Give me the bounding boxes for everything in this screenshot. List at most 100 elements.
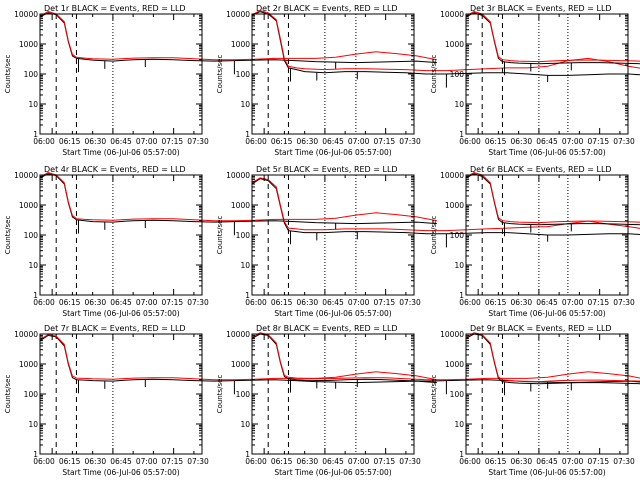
detector-panel-1: Det 1r BLACK = Events, RED = LLD11010010… bbox=[4, 4, 437, 157]
x-tick-label: 07:15 bbox=[162, 457, 184, 466]
x-tick-label: 07:30 bbox=[399, 457, 421, 466]
x-tick-label: 06:45 bbox=[110, 298, 132, 307]
y-axis-label: Counts/sec bbox=[430, 55, 438, 94]
x-tick-label: 06:45 bbox=[536, 457, 558, 466]
plot-frame bbox=[465, 333, 629, 455]
events-series-line bbox=[39, 12, 437, 64]
y-tick-label: 10000 bbox=[14, 10, 38, 19]
y-tick-label: 10 bbox=[240, 420, 250, 429]
x-axis-label: Start Time (06-Jul-06 05:57:00) bbox=[274, 309, 391, 318]
y-tick-label: 10000 bbox=[226, 330, 250, 339]
y-tick-label: 1000 bbox=[19, 360, 38, 369]
x-tick-label: 06:30 bbox=[85, 457, 107, 466]
lld-series-line bbox=[39, 334, 437, 381]
x-tick-label: 07:30 bbox=[187, 137, 209, 146]
x-axis-label: Start Time (06-Jul-06 05:57:00) bbox=[62, 468, 179, 477]
x-tick-label: 06:15 bbox=[271, 137, 293, 146]
x-tick-label: 07:15 bbox=[588, 298, 610, 307]
x-tick-label: 07:15 bbox=[588, 457, 610, 466]
x-tick-label: 06:45 bbox=[322, 457, 344, 466]
y-tick-label: 1000 bbox=[231, 360, 250, 369]
y-tick-label: 10 bbox=[454, 261, 464, 270]
y-tick-label: 1 bbox=[33, 450, 38, 459]
lld-series-line bbox=[465, 172, 640, 224]
panel-title: Det 3r BLACK = Events, RED = LLD bbox=[470, 4, 612, 13]
x-tick-label: 07:30 bbox=[613, 457, 635, 466]
x-tick-label: 07:00 bbox=[348, 298, 370, 307]
y-tick-label: 1000 bbox=[19, 40, 38, 49]
events-series-line bbox=[465, 12, 640, 65]
x-tick-label: 06:15 bbox=[271, 457, 293, 466]
y-tick-label: 1000 bbox=[231, 201, 250, 210]
y-tick-label: 100 bbox=[450, 390, 465, 399]
y-tick-label: 1 bbox=[459, 450, 464, 459]
x-tick-label: 06:00 bbox=[33, 457, 55, 466]
x-tick-label: 06:30 bbox=[297, 298, 319, 307]
x-tick-label: 07:15 bbox=[162, 298, 184, 307]
y-tick-label: 100 bbox=[450, 70, 465, 79]
x-tick-label: 06:30 bbox=[511, 457, 533, 466]
x-tick-label: 07:00 bbox=[562, 298, 584, 307]
y-axis-label: Counts/sec bbox=[216, 55, 224, 94]
lld-series-line bbox=[465, 332, 640, 383]
x-tick-label: 07:30 bbox=[613, 298, 635, 307]
y-tick-label: 10 bbox=[28, 100, 38, 109]
x-tick-label: 06:00 bbox=[245, 298, 267, 307]
detector-panel-2: Det 2r BLACK = Events, RED = LLD 1 10 100 10… bbox=[216, 4, 640, 157]
x-tick-label: 06:15 bbox=[485, 457, 507, 466]
x-tick-label: 07:30 bbox=[399, 137, 421, 146]
x-tick-label: 06:45 bbox=[110, 137, 132, 146]
x-tick-label: 07:15 bbox=[374, 298, 396, 307]
panel-title: Det 4r BLACK = Events, RED = LLD bbox=[44, 165, 186, 174]
x-axis-label: Start Time (06-Jul-06 05:57:00) bbox=[62, 148, 179, 157]
events-series-line bbox=[39, 173, 437, 225]
x-tick-label: 06:45 bbox=[536, 298, 558, 307]
x-tick-label: 06:30 bbox=[85, 298, 107, 307]
x-tick-label: 06:15 bbox=[485, 298, 507, 307]
y-tick-label: 10 bbox=[28, 420, 38, 429]
x-axis-label: Start Time (06-Jul-06 05:57:00) bbox=[488, 148, 605, 157]
y-axis-label: Counts/sec bbox=[4, 216, 12, 255]
y-tick-label: 10000 bbox=[14, 330, 38, 339]
panel-title: Det 7r BLACK = Events, RED = LLD bbox=[44, 324, 186, 333]
plot-frame bbox=[251, 174, 415, 296]
x-tick-label: 06:00 bbox=[459, 137, 481, 146]
detector-panel-3: Det 3r BLACK = Events, RED = LLD 1 10 100 10… bbox=[430, 4, 640, 157]
x-axis-label: Start Time (06-Jul-06 05:57:00) bbox=[274, 148, 391, 157]
y-tick-label: 100 bbox=[236, 70, 251, 79]
x-tick-label: 06:45 bbox=[536, 137, 558, 146]
plot-frame bbox=[39, 13, 203, 135]
x-tick-label: 06:00 bbox=[459, 298, 481, 307]
x-tick-label: 06:00 bbox=[459, 457, 481, 466]
lld-series-line bbox=[251, 332, 640, 381]
plot-frame bbox=[251, 333, 415, 455]
x-tick-label: 07:00 bbox=[562, 457, 584, 466]
x-tick-label: 07:15 bbox=[162, 137, 184, 146]
y-tick-label: 10 bbox=[28, 261, 38, 270]
x-axis-label: Start Time (06-Jul-06 05:57:00) bbox=[274, 468, 391, 477]
y-tick-label: 1 bbox=[459, 130, 464, 139]
y-tick-label: 1000 bbox=[445, 360, 464, 369]
x-tick-label: 06:00 bbox=[245, 457, 267, 466]
x-axis-label: Start Time (06-Jul-06 05:57:00) bbox=[62, 309, 179, 318]
y-tick-label: 10 bbox=[454, 100, 464, 109]
panel-title: Det 6r BLACK = Events, RED = LLD bbox=[470, 165, 612, 174]
x-tick-label: 06:30 bbox=[511, 298, 533, 307]
x-tick-label: 06:15 bbox=[59, 137, 81, 146]
events-series-line bbox=[251, 333, 640, 384]
y-axis-label: Counts/sec bbox=[216, 216, 224, 255]
x-tick-label: 06:30 bbox=[297, 457, 319, 466]
y-tick-label: 1 bbox=[459, 291, 464, 300]
y-tick-label: 1000 bbox=[445, 40, 464, 49]
x-tick-label: 07:00 bbox=[562, 137, 584, 146]
y-tick-label: 10000 bbox=[440, 10, 464, 19]
panel-title: Det 5r BLACK = Events, RED = LLD bbox=[256, 165, 398, 174]
lld-series-line bbox=[465, 11, 640, 63]
panel-title: Det 2r BLACK = Events, RED = LLD bbox=[256, 4, 398, 13]
y-axis-label: Counts/sec bbox=[430, 216, 438, 255]
detector-panel-9: Det 9r BLACK = Events, RED = LLD 1 10 100 10… bbox=[430, 324, 640, 477]
x-tick-label: 06:15 bbox=[59, 298, 81, 307]
detector-panel-8: Det 8r BLACK = Events, RED = LLD 1 10 100 10… bbox=[216, 324, 640, 477]
panel-title: Det 8r BLACK = Events, RED = LLD bbox=[256, 324, 398, 333]
